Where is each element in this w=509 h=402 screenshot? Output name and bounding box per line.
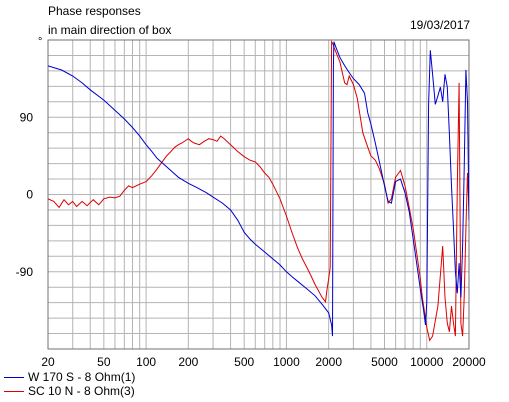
legend-item-1: W 170 S - 8 Ohm(1) [4,370,136,384]
x-tick-label: 20 [41,355,55,369]
y-axis-unit: ° [38,36,43,48]
chart-date: 19/03/2017 [410,18,471,32]
series-line-2 [48,40,469,342]
x-tick-label: 1000 [273,355,300,369]
y-tick-label: 90 [20,110,34,124]
chart-subtitle: in main direction of box [48,23,172,37]
legend-swatch-2 [4,391,24,393]
x-tick-label: 20000 [452,355,486,369]
x-tick-label: 10000 [410,355,444,369]
legend-item-2: SC 10 N - 8 Ohm(3) [4,384,135,398]
x-tick-label: 200 [178,355,198,369]
legend-swatch-1 [4,377,24,379]
legend-label-2: SC 10 N - 8 Ohm(3) [28,384,135,398]
x-tick-label: 2000 [315,355,342,369]
y-tick-label: -90 [16,265,34,279]
legend-label-1: W 170 S - 8 Ohm(1) [28,370,136,384]
y-tick-label: 0 [26,188,33,202]
x-tick-label: 5000 [371,355,398,369]
series-line-1 [48,41,469,337]
x-tick-label: 100 [136,355,156,369]
chart-title: Phase responses [48,4,141,18]
x-tick-label: 500 [234,355,254,369]
x-tick-label: 50 [97,355,111,369]
